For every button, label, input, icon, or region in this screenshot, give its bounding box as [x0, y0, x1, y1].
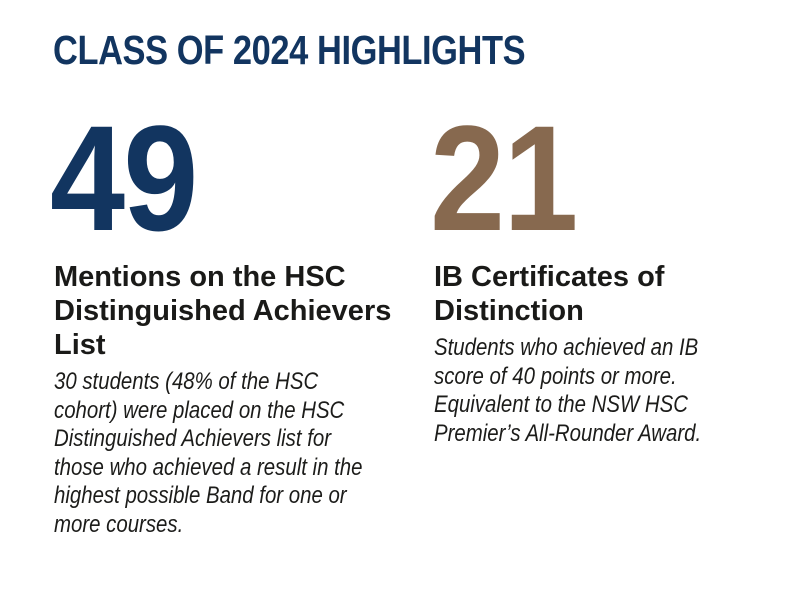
page-title: CLASS OF 2024 HIGHLIGHTS	[53, 27, 526, 73]
stat-description-hsc-mentions: 30 students (48% of the HSC cohort) were…	[54, 368, 363, 538]
stat-value-hsc-mentions: 49	[50, 94, 198, 262]
stat-description-ib-distinction: Students who achieved an IB score of 40 …	[434, 334, 702, 447]
stat-column-hsc-mentions: 49 Mentions on the HSC Distinguished Ach…	[50, 103, 484, 540]
stat-column-ib-distinction: 21 IB Certificates of Distinction Studen…	[430, 103, 798, 448]
stat-value-ib-distinction: 21	[430, 94, 578, 262]
stat-heading-ib-distinction: IB Certificates of Distinction	[434, 261, 665, 327]
stat-heading-hsc-mentions: Mentions on the HSC Distinguished Achiev…	[54, 261, 392, 361]
